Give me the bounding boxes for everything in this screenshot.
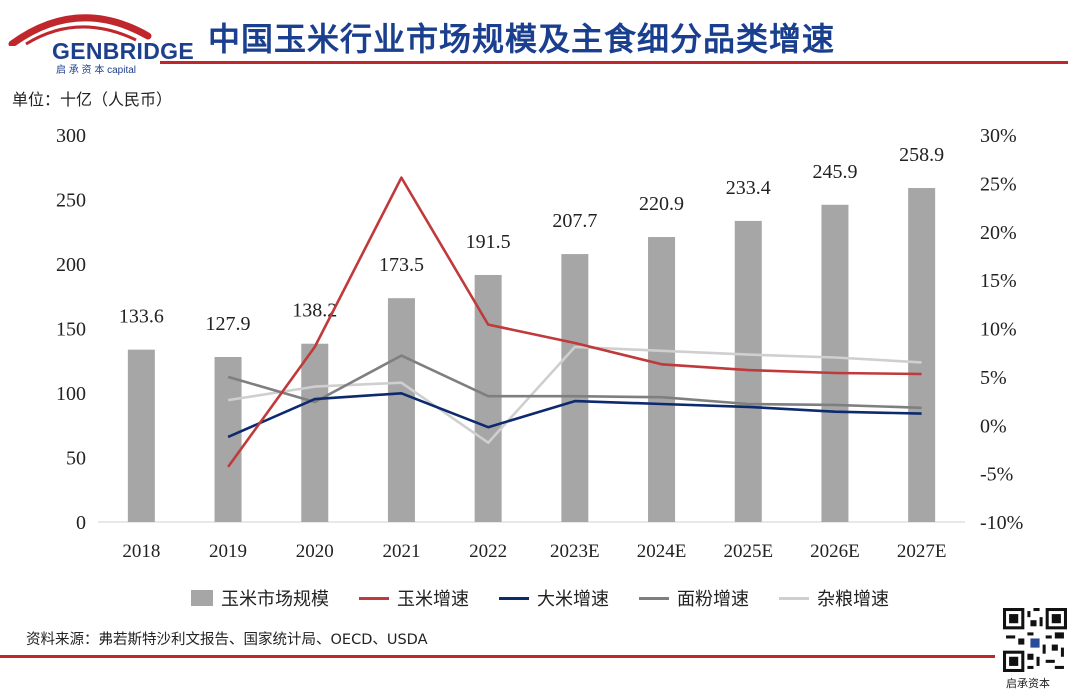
footer-divider [0, 655, 995, 658]
bar [821, 204, 849, 522]
bar-data-label: 138.2 [292, 300, 337, 322]
logo-arc-icon [8, 14, 152, 46]
legend-item-grain-growth: 杂粮增速 [779, 585, 889, 611]
legend-label: 玉米市场规模 [221, 589, 329, 610]
x-tick-label: 2019 [209, 541, 247, 562]
y-right-tick-label: 25% [980, 173, 1017, 195]
y-left-tick-label: 0 [76, 512, 86, 534]
legend-label: 玉米增速 [397, 589, 469, 610]
legend-swatch-bar [191, 590, 213, 606]
bar-data-label: 207.7 [552, 210, 597, 232]
y-right-tick-label: -5% [980, 464, 1013, 486]
x-tick-label: 2022 [469, 541, 507, 562]
x-tick-label: 2024E [637, 541, 687, 562]
logo-wordmark: GENBRIDGE [52, 38, 194, 64]
series-line [227, 354, 922, 410]
legend-swatch-line [499, 596, 529, 600]
x-tick-label: 2023E [550, 541, 600, 562]
bar [387, 298, 415, 522]
y-left-tick-label: 200 [56, 254, 86, 276]
bar [908, 188, 936, 523]
chart-legend: 玉米市场规模 玉米增速 大米增速 面粉增速 杂粮增速 [0, 585, 1080, 611]
legend-label: 面粉增速 [677, 589, 749, 610]
y-right-tick-label: 0% [980, 415, 1007, 437]
bar-data-label: 245.9 [812, 161, 857, 183]
page-title: 中国玉米行业市场规模及主食细分品类增速 [208, 20, 836, 58]
legend-item-corn-market: 玉米市场规模 [191, 585, 329, 611]
y-left-tick-label: 150 [56, 319, 86, 341]
combo-chart: 0 50 100 150 200 250 300 -10% -5% 0% 5% 10% 15% 20% 25… [56, 125, 1023, 562]
genbridge-logo: GENBRIDGE 启 承 资 本 capital [8, 6, 198, 76]
series-line [227, 176, 922, 468]
y-left-tick-label: 100 [56, 383, 86, 405]
y-right-tick-label: 20% [980, 222, 1017, 244]
x-tick-label: 2025E [723, 541, 773, 562]
qr-code-icon[interactable] [1003, 608, 1067, 672]
bar [648, 237, 676, 522]
bar-data-label: 233.4 [726, 177, 771, 199]
legend-swatch-line [639, 596, 669, 600]
bar-data-label: 173.5 [379, 254, 424, 276]
y-left-tick-label: 50 [66, 448, 86, 470]
bar-data-label: 191.5 [466, 231, 511, 253]
y-left-tick-label: 300 [56, 125, 86, 147]
y-right-tick-label: -10% [980, 512, 1023, 534]
y-right-tick-label: 5% [980, 367, 1007, 389]
title-divider [160, 61, 1068, 64]
bar [214, 357, 242, 522]
qr-caption: 启承资本 [1006, 677, 1050, 690]
bar [561, 254, 589, 522]
bar-data-label: 258.9 [899, 144, 944, 166]
bar [127, 349, 155, 522]
legend-swatch-line [359, 596, 389, 600]
x-tick-label: 2020 [296, 541, 334, 562]
source-note: 资料来源：弗若斯特沙利文报告、国家统计局、OECD、USDA [26, 632, 428, 648]
legend-item-rice-growth: 大米增速 [499, 585, 609, 611]
y-right-tick-label: 30% [980, 125, 1017, 147]
bar [301, 343, 329, 522]
y-right-tick-label: 10% [980, 319, 1017, 341]
x-tick-label: 2021 [382, 541, 420, 562]
bar [474, 274, 502, 522]
unit-label: 单位：十亿（人民币） [12, 90, 173, 109]
series-line [227, 391, 922, 439]
bar-data-label: 220.9 [639, 193, 684, 215]
legend-item-corn-growth: 玉米增速 [359, 585, 469, 611]
bar-data-label: 127.9 [206, 313, 251, 335]
legend-item-flour-growth: 面粉增速 [639, 585, 749, 611]
logo-subtext: 启 承 资 本 capital [56, 65, 137, 76]
legend-swatch-line [779, 596, 809, 600]
legend-label: 杂粮增速 [817, 589, 889, 610]
x-tick-label: 2026E [810, 541, 860, 562]
legend-label: 大米增速 [537, 589, 609, 610]
x-tick-label: 2027E [897, 541, 947, 562]
y-left-tick-label: 250 [56, 190, 86, 212]
bar-data-label: 133.6 [119, 306, 164, 328]
x-tick-label: 2018 [122, 541, 160, 562]
y-right-tick-label: 15% [980, 270, 1017, 292]
